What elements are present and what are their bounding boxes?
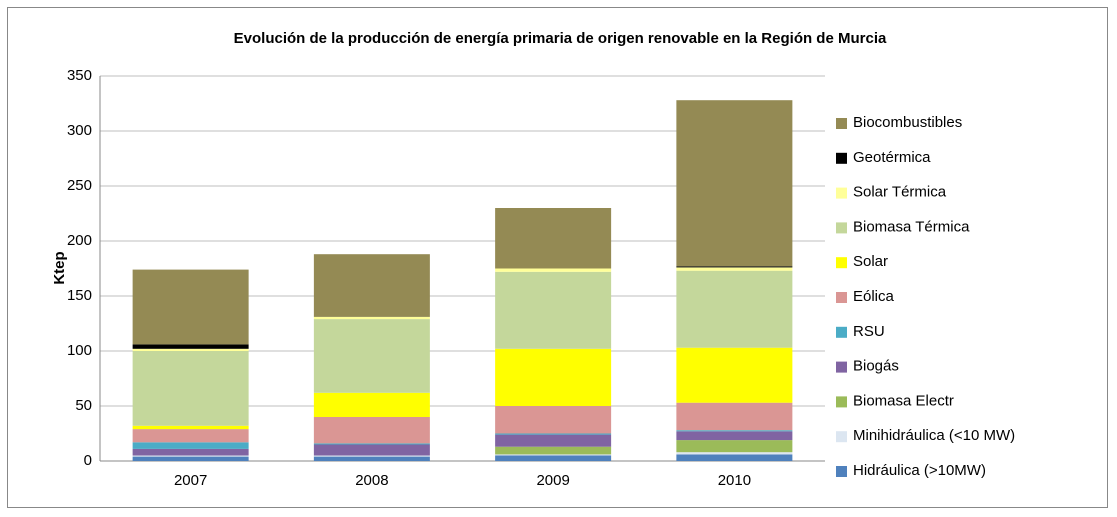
legend-swatch bbox=[836, 396, 847, 408]
bar-segment bbox=[495, 454, 612, 456]
y-tick-label: 250 bbox=[67, 177, 92, 194]
bar-segment bbox=[676, 267, 793, 271]
bar-segment bbox=[132, 455, 249, 457]
y-axis-label: Ktep bbox=[51, 251, 68, 284]
legend-label: Biogás bbox=[853, 358, 899, 375]
legend-label: Minihidráulica (<10 MW) bbox=[853, 427, 1015, 444]
bar-segment bbox=[495, 271, 612, 349]
bar-segment bbox=[132, 351, 249, 426]
bar-segment bbox=[676, 266, 793, 268]
bar-segment bbox=[132, 348, 249, 351]
legend-label: Geotérmica bbox=[853, 149, 931, 166]
bar-segment bbox=[676, 100, 793, 267]
bar-segment bbox=[676, 347, 793, 403]
bar-segment bbox=[495, 446, 612, 455]
y-tick-label: 350 bbox=[67, 67, 92, 84]
legend-swatch bbox=[836, 326, 847, 338]
bar-segment bbox=[132, 425, 249, 430]
bar-segment bbox=[313, 254, 430, 317]
bar-segment bbox=[676, 454, 793, 461]
legend-label: Biomasa Térmica bbox=[853, 218, 970, 235]
legend-swatch bbox=[836, 292, 847, 303]
chart-title: Evolución de la producción de energía pr… bbox=[234, 30, 887, 47]
bar-segment bbox=[132, 442, 249, 449]
legend-swatch bbox=[836, 257, 847, 269]
legend-swatch bbox=[836, 466, 847, 477]
bar-segment bbox=[495, 455, 612, 461]
y-tick-label: 300 bbox=[67, 122, 92, 139]
bar-segment bbox=[313, 443, 430, 445]
x-tick-label: 2009 bbox=[536, 472, 569, 489]
bar-segment bbox=[676, 430, 793, 432]
y-tick-label: 0 bbox=[84, 452, 92, 469]
bar-segment bbox=[495, 268, 612, 272]
y-tick-label: 150 bbox=[67, 287, 92, 304]
legend-swatch bbox=[836, 361, 847, 373]
legend-swatch bbox=[836, 152, 847, 164]
bar-segment bbox=[313, 392, 430, 417]
bar-segment bbox=[313, 456, 430, 461]
legend-label: Solar Térmica bbox=[853, 184, 947, 201]
bar-segment bbox=[676, 452, 793, 455]
bar-segment bbox=[495, 208, 612, 269]
bar-segment bbox=[132, 269, 249, 345]
bar-segment bbox=[132, 456, 249, 461]
legend-swatch bbox=[836, 222, 847, 234]
bar-segment bbox=[495, 433, 612, 435]
legend-label: Biocombustibles bbox=[853, 114, 962, 131]
legend-swatch bbox=[836, 118, 847, 129]
bar-segment bbox=[676, 402, 793, 431]
legend-label: Eólica bbox=[853, 288, 895, 305]
bar-segment bbox=[132, 448, 249, 456]
bar-segment bbox=[495, 348, 612, 406]
bar-segment bbox=[313, 316, 430, 320]
y-tick-label: 100 bbox=[67, 342, 92, 359]
bar-segment bbox=[132, 429, 249, 443]
bar-segment bbox=[495, 406, 612, 434]
bar-segment bbox=[676, 431, 793, 441]
bar-segment bbox=[313, 455, 430, 457]
legend-label: Solar bbox=[853, 253, 888, 270]
bar-segment bbox=[313, 319, 430, 393]
y-tick-label: 50 bbox=[75, 397, 92, 414]
y-tick-label: 200 bbox=[67, 232, 92, 249]
bar-segment bbox=[313, 444, 430, 456]
bar-segment bbox=[676, 270, 793, 348]
bar-segment bbox=[676, 440, 793, 453]
x-tick-label: 2010 bbox=[718, 472, 751, 489]
x-tick-label: 2007 bbox=[174, 472, 207, 489]
legend-label: Hidráulica (>10MW) bbox=[853, 462, 986, 479]
bar-segment bbox=[495, 434, 612, 447]
legend-swatch bbox=[836, 187, 847, 199]
x-tick-label: 2008 bbox=[355, 472, 388, 489]
legend-label: Biomasa Electr bbox=[853, 392, 954, 409]
bar-segment bbox=[313, 417, 430, 444]
legend-label: RSU bbox=[853, 323, 885, 340]
legend-swatch bbox=[836, 431, 847, 443]
bar-segment bbox=[132, 344, 249, 349]
